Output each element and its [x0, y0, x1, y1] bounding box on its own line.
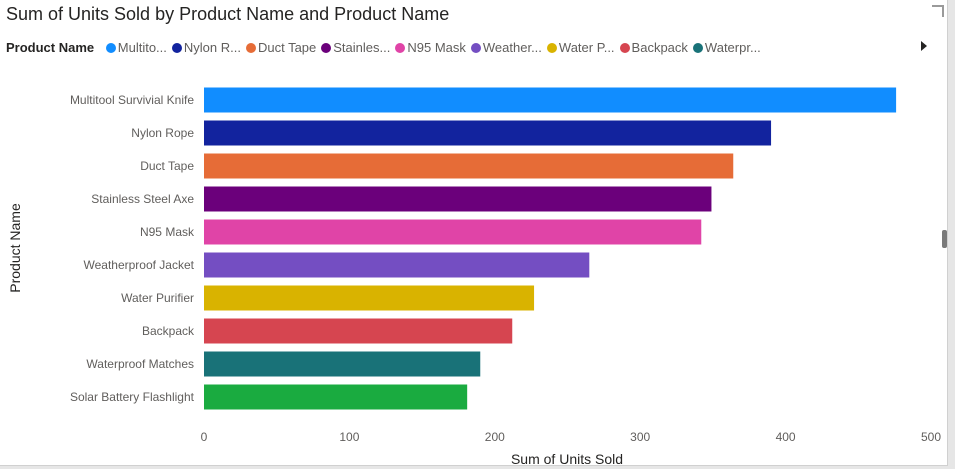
legend-label: Multito... [117, 40, 167, 55]
category-label: Stainless Steel Axe [91, 192, 194, 206]
bars-group [204, 87, 897, 410]
x-tick-label: 200 [485, 430, 505, 444]
legend-item[interactable]: Duct Tape [245, 40, 317, 55]
legend-item[interactable]: Stainles... [321, 40, 390, 55]
legend-dot-icon [692, 43, 703, 53]
chart-title: Sum of Units Sold by Product Name and Pr… [6, 4, 450, 24]
x-tick-label: 400 [776, 430, 796, 444]
category-label: Duct Tape [140, 159, 194, 173]
category-label: Waterproof Matches [86, 357, 194, 371]
chart-legend[interactable]: Product Name Multito... Nylon R... Duct Ta… [6, 40, 911, 60]
category-label: Multitool Survivial Knife [70, 93, 194, 107]
legend-item[interactable]: N95 Mask [395, 40, 466, 55]
legend-item[interactable]: Waterpr... [692, 40, 761, 55]
legend-label: Stainles... [333, 40, 391, 55]
legend-title: Product Name [6, 40, 95, 55]
category-labels-group: Multitool Survivial Knife Nylon Rope Duct … [70, 93, 195, 404]
category-label: N95 Mask [140, 225, 195, 239]
legend-item[interactable]: Weather... [470, 40, 542, 55]
legend-item[interactable]: Nylon R... [171, 40, 241, 55]
legend-label: Water P... [558, 40, 615, 55]
bar[interactable] [204, 318, 513, 344]
bar[interactable] [204, 153, 734, 179]
legend-label: Backpack [631, 40, 688, 55]
x-tick-label: 300 [630, 430, 650, 444]
legend-label: Nylon R... [183, 40, 241, 55]
legend-label: Duct Tape [257, 40, 317, 55]
category-label: Water Purifier [121, 291, 194, 305]
legend-next-arrow-icon[interactable] [921, 41, 927, 51]
legend-dot-icon [546, 43, 557, 53]
legend-dot-icon [395, 43, 406, 53]
legend-dot-icon [171, 43, 182, 53]
legend-item[interactable]: Water P... [546, 40, 615, 55]
bar[interactable] [204, 186, 712, 212]
category-label: Solar Battery Flashlight [70, 390, 195, 404]
y-axis-title: Product Name [7, 203, 23, 293]
bar[interactable] [204, 252, 590, 278]
legend-label: Weather... [482, 40, 542, 55]
category-label: Nylon Rope [131, 126, 194, 140]
x-tick-labels-group: 0 100 200 300 400 500 [201, 430, 942, 444]
legend-item[interactable]: Multito... [105, 40, 167, 55]
legend-dot-icon [105, 43, 116, 53]
bar[interactable] [204, 120, 772, 146]
legend-dot-icon [321, 43, 332, 53]
resize-handle[interactable] [942, 230, 947, 248]
legend-dot-icon [470, 43, 481, 53]
x-tick-label: 0 [201, 430, 208, 444]
bar[interactable] [204, 384, 468, 410]
x-tick-label: 100 [339, 430, 359, 444]
legend-item[interactable]: Backpack [619, 40, 688, 55]
category-label: Backpack [142, 324, 195, 338]
legend-label: Waterpr... [704, 40, 761, 55]
x-axis-title: Sum of Units Sold [511, 451, 623, 465]
legend-label: N95 Mask [407, 40, 466, 55]
bar[interactable] [204, 219, 702, 245]
legend-dot-icon [245, 43, 256, 53]
bar[interactable] [204, 87, 897, 113]
bar[interactable] [204, 351, 481, 377]
legend-dot-icon [619, 43, 630, 53]
visual-corner-handle[interactable] [932, 5, 944, 17]
bar[interactable] [204, 285, 535, 311]
x-tick-label: 500 [921, 430, 941, 444]
category-label: Weatherproof Jacket [83, 258, 194, 272]
